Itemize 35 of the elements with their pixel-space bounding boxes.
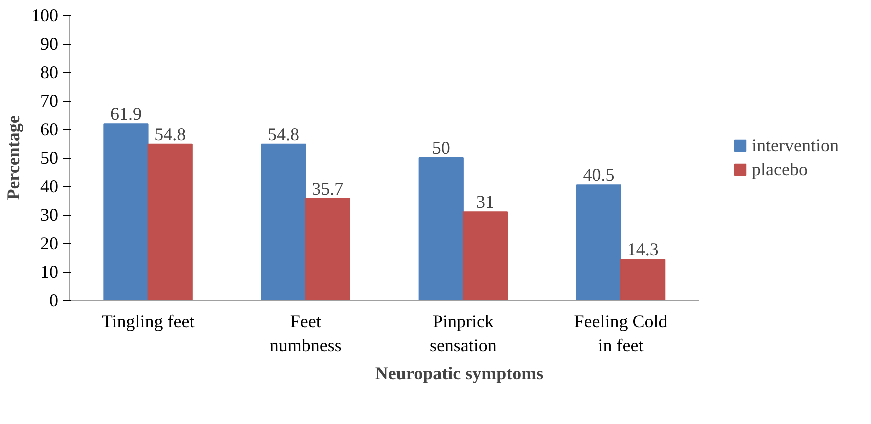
y-tick-label: 30 (40, 205, 58, 225)
legend-label: intervention (752, 135, 839, 156)
y-tick-label: 80 (40, 62, 58, 82)
y-tick-label: 100 (32, 6, 58, 26)
bar (462, 212, 508, 300)
data-label: 61.9 (110, 104, 142, 124)
x-tick-label: Feet numbness (270, 312, 342, 356)
data-label: 14.3 (627, 240, 659, 260)
bar (104, 124, 149, 300)
bar (620, 259, 666, 300)
bar (261, 144, 306, 300)
bar (148, 144, 193, 300)
y-tick-label: 70 (40, 91, 58, 111)
y-tick-label: 50 (40, 148, 58, 168)
y-tick-label: 10 (40, 262, 58, 282)
bar (418, 158, 464, 300)
x-tick-label: Pinprick sensation (430, 312, 497, 356)
data-label: 35.7 (312, 178, 344, 199)
data-label: 54.8 (268, 124, 300, 144)
legend-label: placebo (752, 159, 808, 180)
bar (305, 198, 350, 300)
y-tick-label: 60 (40, 120, 58, 140)
data-label: 50 (432, 138, 450, 158)
y-tick-label: 20 (40, 234, 58, 254)
x-tick-label: Tingling feet (102, 312, 195, 332)
data-label: 54.8 (154, 124, 186, 144)
x-axis-title: Neuropatic symptoms (375, 364, 544, 384)
data-label: 31 (476, 192, 494, 212)
y-tick-label: 0 (50, 290, 58, 310)
data-label: 40.5 (583, 165, 615, 186)
y-tick-label: 40 (40, 176, 58, 196)
y-tick-label: 90 (40, 34, 58, 54)
bar (576, 184, 622, 300)
y-axis-title: Percentage (4, 116, 24, 200)
x-tick-label: Feeling Cold in feet (574, 312, 668, 356)
